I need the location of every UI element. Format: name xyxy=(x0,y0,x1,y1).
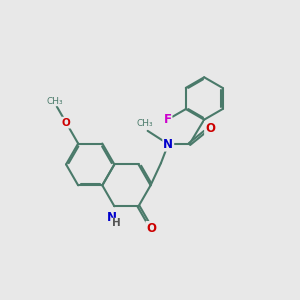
Text: O: O xyxy=(62,118,70,128)
Text: H: H xyxy=(112,218,121,228)
Text: CH₃: CH₃ xyxy=(136,119,153,128)
Text: F: F xyxy=(164,113,172,126)
Text: N: N xyxy=(107,211,117,224)
Text: O: O xyxy=(205,122,215,135)
Text: O: O xyxy=(146,222,156,235)
Text: CH₃: CH₃ xyxy=(46,97,63,106)
Text: N: N xyxy=(163,138,173,151)
